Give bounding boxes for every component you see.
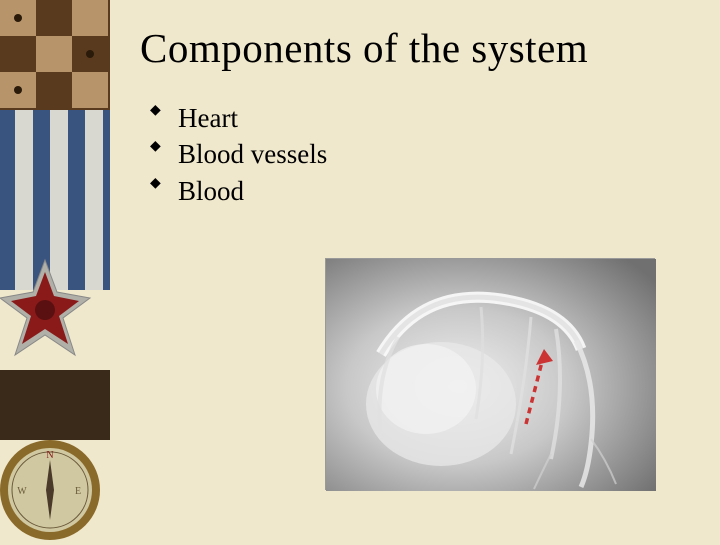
- bullet-list: Heart Blood vessels Blood: [150, 100, 690, 209]
- bullet-item: Blood: [150, 173, 690, 209]
- svg-text:N: N: [46, 450, 53, 461]
- bullet-item: Heart: [150, 100, 690, 136]
- slide-content-area: Components of the system Heart Blood ves…: [110, 0, 720, 540]
- svg-text:W: W: [17, 486, 27, 497]
- decorative-sidebar-image: N W E: [0, 0, 110, 540]
- angiogram-image: [325, 258, 655, 490]
- slide-title: Components of the system: [140, 24, 690, 72]
- svg-text:E: E: [75, 486, 81, 497]
- bullet-item: Blood vessels: [150, 136, 690, 172]
